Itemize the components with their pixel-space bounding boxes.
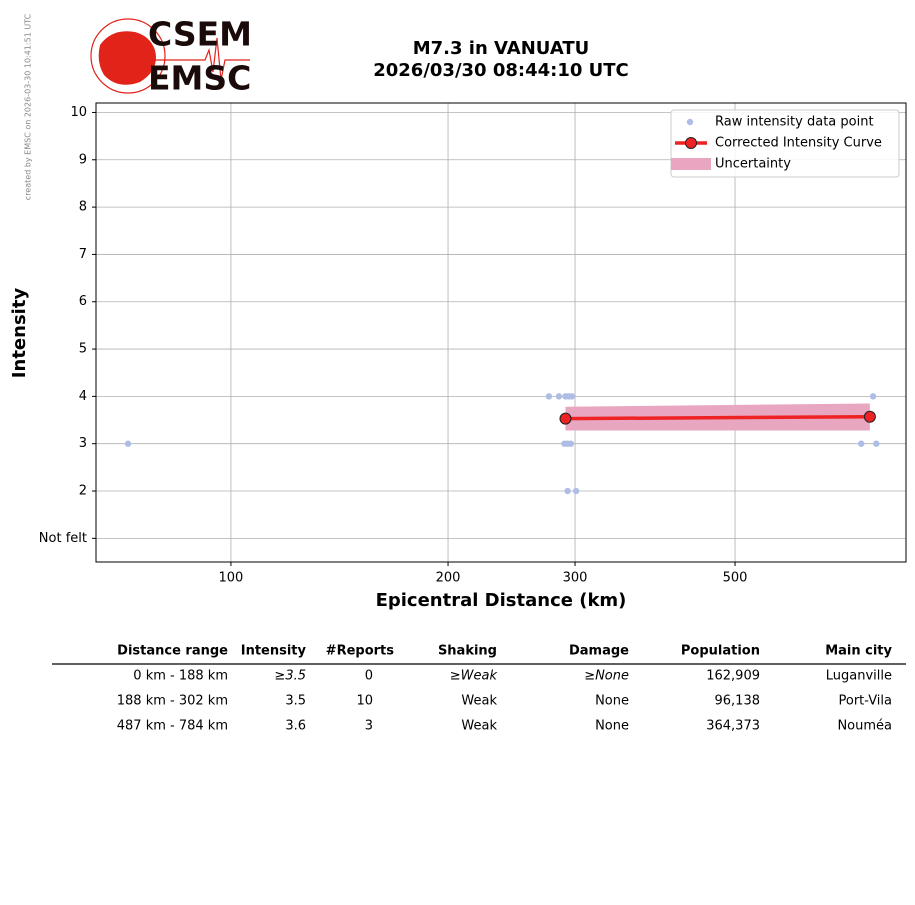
table-header: Population [681,644,760,659]
y-tick-label: 2 [79,484,87,499]
y-tick-label: 6 [79,294,87,309]
legend-symbol [686,118,694,126]
legend-symbol [685,137,697,149]
logo-circle [90,18,166,94]
x-tick-label: 100 [219,571,244,586]
x-tick-label: 500 [723,571,748,586]
x-axis-label: Epicentral Distance (km) [376,590,627,611]
table-header: #Reports [326,644,395,659]
data-point [568,393,576,400]
data-point [567,440,575,447]
data-point [545,393,553,400]
table-header: Intensity [241,644,307,659]
table-cell: 364,373 [706,719,760,734]
y-tick-label: 3 [79,436,87,451]
logo: CSEM EMSC [90,15,252,98]
y-tick-label: 9 [79,152,87,167]
data-point [564,487,571,495]
data-point [869,393,877,400]
legend-box [670,109,900,178]
legend-label: Uncertainty [715,157,791,172]
table-cell: 3 [365,719,373,734]
table-cell: None [595,719,629,734]
x-tick-label: 300 [563,571,588,586]
logo-wave [150,37,250,81]
table-cell: ≥None [584,669,629,684]
table-cell: 3.5 [285,694,306,709]
logo-map [98,31,156,85]
table-cell: Weak [461,719,497,734]
table-header: Damage [569,644,629,659]
table-cell: Luganville [826,669,892,684]
credit: created by EMSC on 2026-03-30 10:41:51 U… [24,13,33,200]
table-cell: 0 [365,669,373,684]
chart-subtitle: 2026/03/30 08:44:10 UTC [373,60,629,81]
y-axis-label: Intensity [9,288,30,379]
table-cell: Port-Vila [839,694,893,709]
logo-top: CSEM [148,15,252,54]
table-header: Shaking [438,644,497,659]
logo-bottom: EMSC [148,59,251,98]
table-cell: 10 [356,694,373,709]
table-cell: ≥3.5 [274,669,306,684]
table-cell: 162,909 [706,669,760,684]
legend-label: Corrected Intensity Curve [715,136,882,151]
table-cell: 487 km - 784 km [117,719,228,734]
table-cell: 188 km - 302 km [117,694,228,709]
table-cell: 96,138 [715,694,761,709]
table-cell: 0 km - 188 km [133,669,228,684]
table-cell: Nouméa [837,719,892,734]
y-tick-label: 5 [79,342,87,357]
curve-point [863,410,876,423]
data-point [124,440,132,447]
table-cell: ≥Weak [450,669,498,684]
legend-label: Raw intensity data point [715,115,874,130]
y-tick-label: 10 [70,105,87,120]
legend-symbol [671,158,711,170]
curve-line [565,414,870,421]
table-header: Main city [825,644,892,659]
curve-point [559,412,572,425]
table-cell: None [595,694,629,709]
table-cell: 3.6 [285,719,306,734]
data-point [873,440,880,447]
y-tick-label: Not felt [39,531,87,546]
y-tick-label: 7 [79,247,87,262]
data-point [555,393,563,400]
y-tick-label: 8 [79,200,87,215]
legend: Raw intensity data point Corrected Intens… [670,109,900,178]
table-cell: Weak [461,694,497,709]
plot-frame [95,102,907,563]
table: Distance range Intensity #Reports Shaking Da… [52,644,906,734]
y-tick-label: 4 [79,389,87,404]
data-point [858,440,865,447]
data-point [572,487,580,495]
table-header: Distance range [117,644,228,659]
chart-title: M7.3 in VANUATU [413,38,590,59]
x-tick-label: 200 [436,571,461,586]
